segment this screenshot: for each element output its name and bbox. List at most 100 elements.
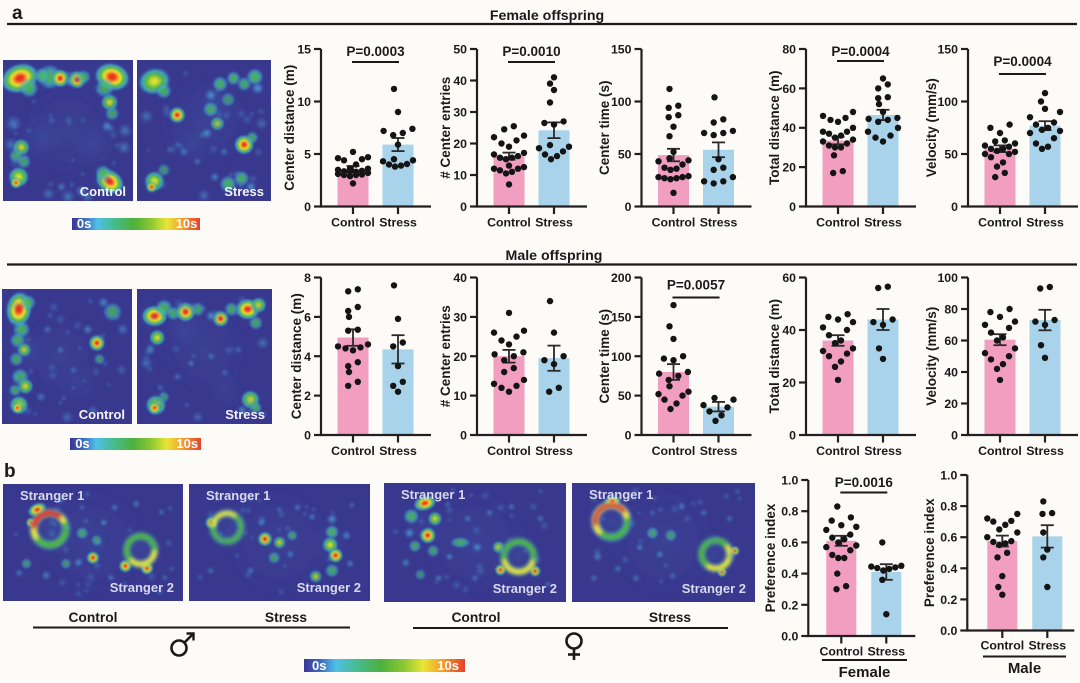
svg-text:Stress: Stress <box>864 444 902 458</box>
svg-text:40: 40 <box>782 324 796 338</box>
svg-text:a: a <box>12 3 23 24</box>
svg-text:30: 30 <box>453 106 467 120</box>
svg-text:0: 0 <box>460 200 467 214</box>
svg-text:Total distance (m): Total distance (m) <box>767 299 782 414</box>
svg-text:0.0: 0.0 <box>940 624 957 638</box>
svg-text:Control: Control <box>68 610 117 625</box>
svg-text:15: 15 <box>297 43 311 57</box>
svg-text:10: 10 <box>453 389 467 403</box>
svg-text:10: 10 <box>453 169 467 183</box>
svg-text:Control: Control <box>978 444 1022 458</box>
svg-text:# Center entries: # Center entries <box>438 77 453 179</box>
svg-text:0.4: 0.4 <box>781 567 798 581</box>
svg-text:0: 0 <box>625 429 632 443</box>
svg-text:Stranger 1: Stranger 1 <box>401 487 465 502</box>
svg-text:0: 0 <box>625 200 632 214</box>
svg-text:Center time (s): Center time (s) <box>597 309 612 404</box>
svg-text:50: 50 <box>618 148 632 162</box>
svg-text:50: 50 <box>618 389 632 403</box>
svg-text:Stress: Stress <box>225 407 265 422</box>
svg-text:0.6: 0.6 <box>940 531 957 545</box>
svg-text:0: 0 <box>951 429 958 443</box>
svg-text:P=0.0003: P=0.0003 <box>346 44 405 59</box>
svg-text:40: 40 <box>782 121 796 135</box>
svg-text:Control: Control <box>652 216 696 230</box>
svg-text:40: 40 <box>453 271 467 285</box>
svg-text:Stranger 1: Stranger 1 <box>20 488 84 503</box>
svg-text:P=0.0016: P=0.0016 <box>835 475 894 490</box>
svg-text:Male: Male <box>1008 660 1041 677</box>
svg-text:100: 100 <box>611 350 632 364</box>
svg-text:50: 50 <box>944 148 958 162</box>
svg-text:200: 200 <box>611 271 632 285</box>
svg-text:20: 20 <box>782 161 796 175</box>
svg-text:Stress: Stress <box>265 610 308 625</box>
svg-text:# Center entries: # Center entries <box>438 305 453 407</box>
svg-text:0s: 0s <box>77 216 91 231</box>
svg-text:Control: Control <box>331 216 375 230</box>
svg-text:20: 20 <box>453 137 467 151</box>
svg-text:Stress: Stress <box>864 216 902 230</box>
svg-text:100: 100 <box>611 95 632 109</box>
svg-text:Stress: Stress <box>224 184 264 199</box>
svg-text:Preference index: Preference index <box>763 503 778 612</box>
svg-text:Stress: Stress <box>379 444 417 458</box>
svg-text:0: 0 <box>304 200 311 214</box>
svg-text:Control: Control <box>331 444 375 458</box>
svg-text:10s: 10s <box>437 658 459 673</box>
svg-text:0s: 0s <box>75 436 89 451</box>
svg-text:40: 40 <box>453 74 467 88</box>
svg-text:Velocity (mm/s): Velocity (mm/s) <box>924 307 939 406</box>
svg-text:50: 50 <box>453 43 467 57</box>
svg-text:4: 4 <box>304 350 311 364</box>
svg-text:60: 60 <box>782 271 796 285</box>
svg-text:Velocity (mm/s): Velocity (mm/s) <box>924 78 939 177</box>
svg-text:Stranger 2: Stranger 2 <box>493 581 557 596</box>
svg-text:Stranger 2: Stranger 2 <box>682 581 746 596</box>
svg-text:80: 80 <box>782 43 796 57</box>
svg-text:Stranger 2: Stranger 2 <box>110 580 174 595</box>
svg-text:Stress: Stress <box>700 216 738 230</box>
svg-text:Center distance (m): Center distance (m) <box>282 65 297 191</box>
svg-text:100: 100 <box>937 95 958 109</box>
svg-text:Control: Control <box>80 184 126 199</box>
svg-text:Control: Control <box>451 610 500 625</box>
svg-text:0: 0 <box>460 429 467 443</box>
svg-text:5: 5 <box>304 148 311 162</box>
svg-text:10s: 10s <box>176 216 198 231</box>
svg-text:P=0.0057: P=0.0057 <box>667 278 725 293</box>
svg-text:20: 20 <box>782 376 796 390</box>
svg-text:Preference index: Preference index <box>922 498 937 607</box>
svg-text:P=0.0004: P=0.0004 <box>993 54 1052 69</box>
svg-text:Female: Female <box>839 664 891 681</box>
svg-text:Control: Control <box>487 444 531 458</box>
svg-text:100: 100 <box>937 271 958 285</box>
svg-text:0: 0 <box>789 200 796 214</box>
svg-text:Control: Control <box>816 444 860 458</box>
svg-text:0.6: 0.6 <box>781 536 798 550</box>
svg-text:0.8: 0.8 <box>781 505 798 519</box>
svg-text:30: 30 <box>453 310 467 324</box>
svg-text:20: 20 <box>944 397 958 411</box>
svg-text:20: 20 <box>453 350 467 364</box>
svg-text:Stranger 1: Stranger 1 <box>589 487 653 502</box>
svg-text:0: 0 <box>789 429 796 443</box>
svg-text:Control: Control <box>978 216 1022 230</box>
svg-text:Stress: Stress <box>379 216 417 230</box>
svg-text:Control: Control <box>652 444 696 458</box>
svg-text:0.2: 0.2 <box>940 593 957 607</box>
svg-text:60: 60 <box>782 82 796 96</box>
svg-text:Stress: Stress <box>1026 444 1064 458</box>
svg-text:1.0: 1.0 <box>940 469 957 483</box>
svg-text:Control: Control <box>980 639 1024 653</box>
svg-text:150: 150 <box>611 43 632 57</box>
svg-text:Control: Control <box>487 216 531 230</box>
svg-text:0: 0 <box>304 429 311 443</box>
svg-text:0s: 0s <box>312 658 326 673</box>
svg-text:Stress: Stress <box>867 645 905 659</box>
svg-text:1.0: 1.0 <box>781 474 798 488</box>
svg-text:Stress: Stress <box>649 610 692 625</box>
svg-text:0.8: 0.8 <box>940 500 957 514</box>
svg-text:150: 150 <box>611 310 632 324</box>
svg-text:Stranger 2: Stranger 2 <box>297 580 361 595</box>
